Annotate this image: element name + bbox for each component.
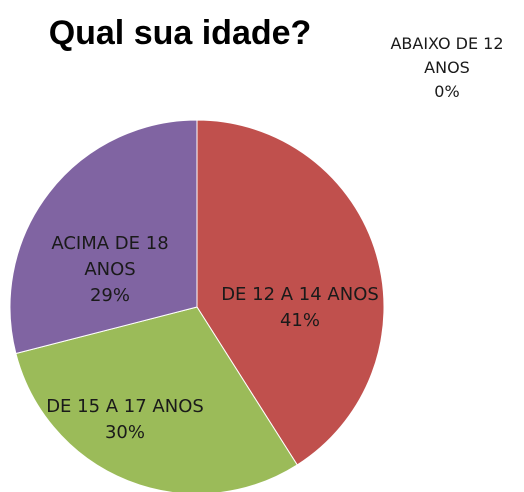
pie-slice xyxy=(15,306,298,492)
slice-category: DE 15 A 17 ANOS xyxy=(46,396,204,417)
slice-label: DE 15 A 17 ANOS 30% xyxy=(40,394,210,446)
pie-slice xyxy=(9,119,198,355)
chart-title: Qual sua idade? xyxy=(48,14,312,52)
slice-category: ABAIXO DE 12 ANOS xyxy=(390,34,504,77)
pie-slice xyxy=(196,119,385,466)
slice-label: ABAIXO DE 12 ANOS 0% xyxy=(367,32,524,104)
slice-value: 0% xyxy=(434,82,460,101)
slice-category: ACIMA DE 18 ANOS xyxy=(51,233,169,280)
slice-label: DE 12 A 14 ANOS 41% xyxy=(215,282,385,334)
slice-label: ACIMA DE 18 ANOS 29% xyxy=(25,231,195,309)
slice-value: 41% xyxy=(279,310,320,331)
slice-value: 29% xyxy=(89,285,130,306)
slice-value: 30% xyxy=(104,422,145,443)
slice-category: DE 12 A 14 ANOS xyxy=(221,284,379,305)
